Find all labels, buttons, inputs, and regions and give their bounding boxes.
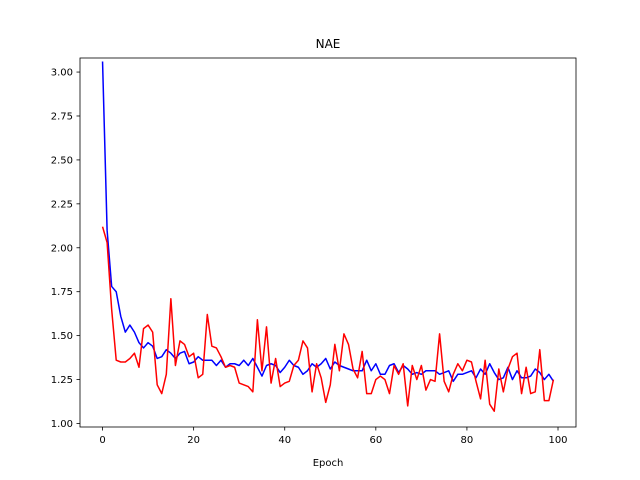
x-tick-label: 60 xyxy=(369,435,382,446)
y-tick-label: 1.00 xyxy=(51,419,73,430)
series-line-2 xyxy=(101,226,555,412)
y-tick-label: 1.50 xyxy=(51,331,73,342)
y-tick-label: 2.50 xyxy=(51,155,73,166)
plot-area: 0 20 40 60 80 100 1.00 1.25 1.50 1.75 2.00 2.25 2.50… xyxy=(51,57,577,446)
y-tick-label: 3.00 xyxy=(51,68,73,79)
axes-frame xyxy=(79,57,577,428)
x-tick-label: 20 xyxy=(187,435,200,446)
y-tick-label: 2.75 xyxy=(51,111,73,122)
y-tick-label: 2.25 xyxy=(51,199,73,210)
y-tick-label: 1.25 xyxy=(51,375,73,386)
y-tick-label: 2.00 xyxy=(51,243,73,254)
x-axis-label: Epoch xyxy=(313,458,344,469)
x-tick-label: 100 xyxy=(548,435,567,446)
series-line-1 xyxy=(101,61,555,383)
y-tick-label: 1.75 xyxy=(51,287,73,298)
x-tick-label: 0 xyxy=(99,435,105,446)
x-tick-label: 40 xyxy=(278,435,291,446)
x-tick-label: 80 xyxy=(461,435,474,446)
chart-title: NAE xyxy=(316,37,341,51)
